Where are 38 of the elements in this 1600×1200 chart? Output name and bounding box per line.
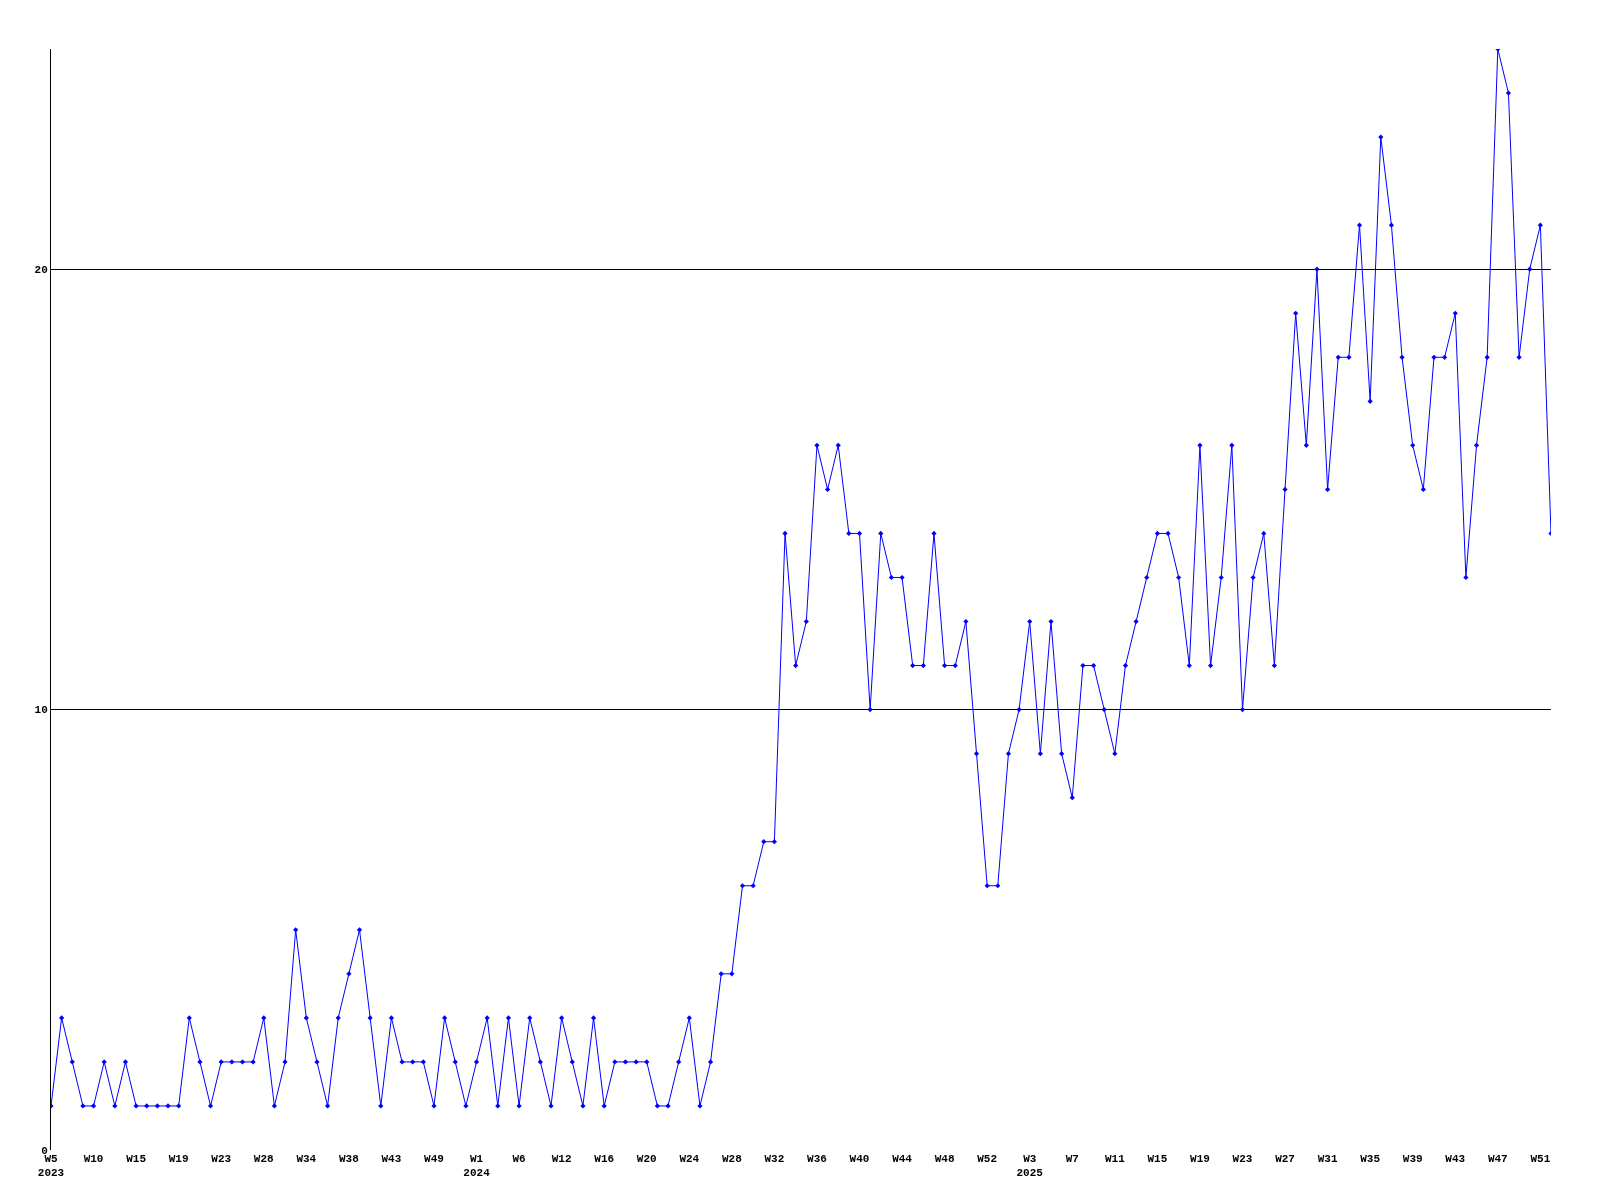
x-tick-label: W31: [1317, 1153, 1338, 1165]
x-tick-label: W16: [594, 1153, 615, 1165]
x-tick-label: W12: [551, 1153, 572, 1165]
x-tick-label: W43: [1445, 1153, 1466, 1165]
x-tick-label: W11: [1104, 1153, 1126, 1165]
x-tick-label: W10: [83, 1153, 104, 1165]
x-tick-label: W19: [1190, 1153, 1210, 1165]
x-tick-label: W5 2023: [37, 1153, 65, 1180]
x-tick-label: W1 2024: [463, 1153, 491, 1180]
x-tick-label: W19: [168, 1153, 189, 1165]
x-tick-label: W24: [679, 1153, 700, 1165]
y-tick-label: 20: [34, 264, 48, 277]
x-tick-label: W51: [1530, 1153, 1551, 1165]
x-tick-label: W28: [253, 1153, 275, 1165]
x-tick-label: W48: [934, 1153, 955, 1165]
x-tick-label: W20: [636, 1153, 657, 1165]
x-tick-label: W40: [849, 1153, 870, 1165]
x-tick-label: W28: [721, 1153, 743, 1165]
x-tick-label: W49: [424, 1153, 444, 1165]
x-tick-label: W6: [512, 1153, 526, 1165]
x-tick-label: W3 2025: [1016, 1153, 1044, 1180]
x-tick-label: W32: [764, 1153, 785, 1165]
x-tick-label: W43: [381, 1153, 402, 1165]
x-tick-label: W34: [296, 1153, 317, 1165]
x-tick-label: W23: [211, 1153, 232, 1165]
x-tick-label: W36: [807, 1153, 827, 1165]
x-tick-label: W38: [338, 1153, 360, 1165]
x-tick-label: W23: [1232, 1153, 1253, 1165]
x-tick-label: W47: [1487, 1153, 1508, 1165]
x-tick-label: W39: [1402, 1153, 1423, 1165]
x-tick-label: W27: [1275, 1153, 1295, 1165]
x-tick-label: W35: [1360, 1153, 1381, 1165]
y-tick-label: 10: [34, 704, 48, 717]
x-tick-label: W15: [1147, 1153, 1168, 1165]
x-tick-label: W15: [126, 1153, 147, 1165]
x-tick-label: W44: [892, 1153, 913, 1165]
x-tick-label: W52: [977, 1153, 998, 1165]
x-tick-label: W7: [1065, 1153, 1079, 1165]
